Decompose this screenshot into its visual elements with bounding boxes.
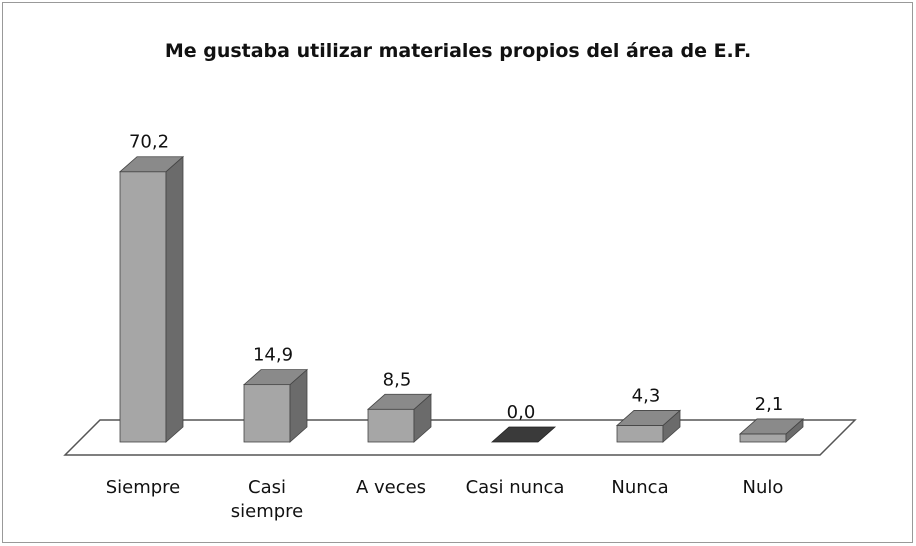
bar-front [367, 408, 415, 443]
value-label: 2,1 [755, 394, 784, 415]
x-tick-label: A veces [355, 477, 427, 498]
bar-front [616, 425, 664, 443]
floor [63, 419, 857, 456]
x-tick-label: Siempre [105, 477, 181, 498]
value-label: 4,3 [632, 385, 661, 406]
bar-top [118, 156, 185, 173]
bar-front [739, 433, 787, 443]
bar-top [242, 369, 309, 386]
bar-top [738, 418, 805, 435]
bar-front [243, 384, 291, 443]
chart-title: Me gustaba utilizar materiales propios d… [165, 40, 751, 62]
value-label: 70,2 [129, 132, 169, 153]
value-label: 14,9 [253, 345, 293, 366]
bar-side [165, 155, 184, 443]
x-tick-label: Nunca [611, 477, 669, 498]
x-tick-label: Casi siempre [230, 477, 304, 522]
x-tick-label: Nulo [742, 477, 784, 498]
bar-top [366, 393, 433, 410]
bar-top [615, 410, 682, 426]
x-tick-label: Casi nunca [465, 477, 565, 498]
value-label: 8,5 [383, 369, 412, 390]
bar-front [119, 171, 167, 443]
value-label: 0,0 [507, 402, 536, 423]
bar-top [490, 426, 557, 443]
